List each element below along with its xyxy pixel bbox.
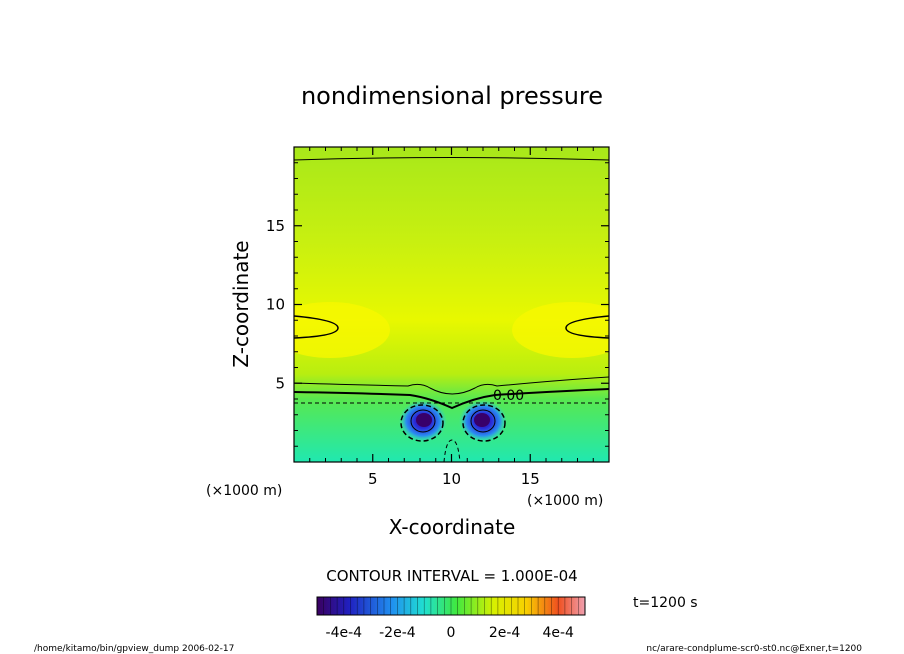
y-axis-unit: (×1000 m) xyxy=(206,483,282,499)
colorbar-labels: -4e-4 -2e-4 0 2e-4 4e-4 xyxy=(326,625,574,641)
minor-ticks xyxy=(293,146,610,463)
major-ticks xyxy=(294,147,609,462)
y-axis-label: Z-coordinate xyxy=(229,240,253,367)
contour-label: 0.00 xyxy=(493,388,524,404)
yellow-band-left xyxy=(294,302,390,358)
colorbar-tick-label: 4e-4 xyxy=(542,625,574,641)
contour-inner-left xyxy=(410,409,436,433)
contour-dashed-bottom xyxy=(443,439,461,462)
contour-line-zero xyxy=(294,388,609,410)
y-tick-label: 10 xyxy=(266,296,285,314)
y-tick-label: 5 xyxy=(275,374,285,392)
colorbar xyxy=(316,596,586,616)
colorbar-tick-label: 0 xyxy=(447,625,456,641)
contour-line-upper xyxy=(294,376,609,395)
footer-right: nc/arare-condplume-scr0-st0.nc@Exner,t=1… xyxy=(646,644,862,654)
contour-inner-right xyxy=(470,409,496,433)
time-text: t=1200 s xyxy=(633,595,698,611)
x-axis-label: X-coordinate xyxy=(389,515,516,539)
chart-title: nondimensional pressure xyxy=(301,82,603,110)
y-tick-labels: 5 10 15 xyxy=(266,217,285,393)
low-pressure-inner-left xyxy=(416,413,432,427)
colorbar-ticks xyxy=(323,597,579,615)
x-tick-label: 5 xyxy=(368,470,378,488)
contour-dashed-left xyxy=(400,404,444,442)
colorbar-tick-label: 2e-4 xyxy=(489,625,521,641)
x-tick-label: 10 xyxy=(442,470,461,488)
colorbar-tick-label: -2e-4 xyxy=(379,625,416,641)
yellow-band-right xyxy=(512,302,609,358)
footer-left: /home/kitamo/bin/gpview_dump 2006-02-17 xyxy=(34,644,234,654)
contour-line-top xyxy=(294,157,609,161)
contour-dashed-right xyxy=(462,404,506,442)
x-tick-labels: 5 10 15 xyxy=(368,470,540,488)
y-tick-label: 15 xyxy=(266,217,285,235)
colorbar-tick-label: -4e-4 xyxy=(326,625,363,641)
contour-line-side-right xyxy=(565,315,609,339)
contour-interval-text: CONTOUR INTERVAL = 1.000E-04 xyxy=(326,567,577,585)
x-axis-unit: (×1000 m) xyxy=(527,493,603,509)
contour-line-side-left xyxy=(294,315,339,339)
low-pressure-inner-right xyxy=(474,413,490,427)
plot-area: 0.00 xyxy=(293,146,610,463)
x-tick-label: 15 xyxy=(521,470,540,488)
